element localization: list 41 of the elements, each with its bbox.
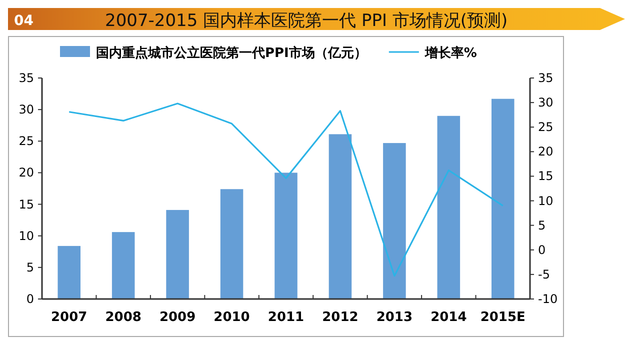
y2-tick-label: 0 — [538, 242, 546, 257]
legend-label: 国内重点城市公立医院第一代PPI市场（亿元） — [96, 45, 367, 61]
y2-tick-label: -10 — [538, 292, 558, 306]
y-tick-label: 25 — [18, 134, 34, 148]
x-tick-label: 2007 — [51, 310, 88, 325]
y2-tick-label: -5 — [538, 267, 550, 282]
x-tick-label: 2011 — [268, 310, 304, 325]
x-tick-label: 2014 — [430, 310, 467, 325]
bar — [437, 116, 460, 299]
chart-title: 2007-2015 国内样本医院第一代 PPI 市场情况(预测) — [105, 11, 508, 31]
bar — [274, 172, 298, 299]
bar — [383, 143, 406, 299]
y-tick-label: 10 — [18, 228, 34, 243]
bar — [112, 232, 135, 299]
legend-label: 增长率% — [424, 45, 477, 61]
y-tick-label: 5 — [26, 260, 34, 274]
y2-tick-label: 20 — [538, 144, 554, 159]
y-tick-label: 30 — [18, 102, 34, 117]
y2-tick-label: 5 — [538, 218, 546, 232]
bar — [166, 210, 189, 299]
x-tick-label: 2009 — [159, 310, 196, 325]
x-tick-label: 2008 — [105, 310, 142, 325]
y2-tick-label: 15 — [538, 169, 554, 184]
bar — [220, 189, 244, 299]
line-series — [68, 102, 504, 277]
y2-tick-label: 10 — [538, 194, 554, 208]
y2-tick-label: 35 — [538, 71, 554, 85]
bar — [492, 98, 514, 299]
x-tick-label: 2015E — [480, 310, 526, 325]
x-tick-label: 2010 — [214, 310, 250, 325]
y-tick-label: 15 — [18, 197, 34, 212]
text: 04 — [14, 13, 34, 29]
y2-tick-label: 25 — [538, 120, 554, 134]
bar — [328, 134, 352, 299]
x-tick-label: 2013 — [376, 310, 413, 325]
y-tick-label: 35 — [18, 71, 34, 85]
y-tick-label: 20 — [18, 166, 34, 180]
bar — [58, 246, 80, 299]
y2-tick-label: 30 — [538, 96, 554, 110]
x-tick-label: 2012 — [322, 310, 358, 325]
y-tick-label: 0 — [26, 292, 34, 306]
